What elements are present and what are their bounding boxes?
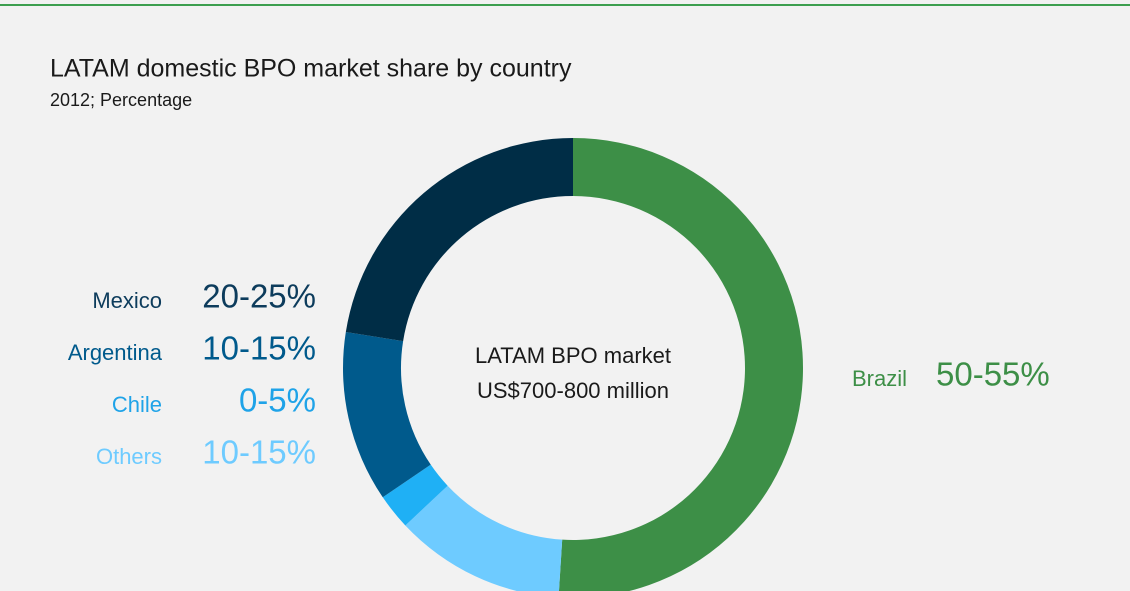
donut-segment — [345, 138, 573, 342]
center-label: US$700-800 million — [477, 378, 669, 403]
value-label: 10-15% — [202, 434, 316, 471]
chart-title: LATAM domestic BPO market share by count… — [50, 55, 572, 83]
donut-segment — [382, 464, 448, 526]
donut-segment — [558, 138, 804, 591]
legend-label: Argentina — [68, 340, 163, 365]
value-label: 10-15% — [202, 330, 316, 367]
value-label: 20-25% — [202, 278, 316, 315]
value-label: 50-55% — [936, 356, 1050, 393]
legend-label: Chile — [112, 392, 162, 417]
center-label: LATAM BPO market — [475, 343, 671, 368]
donut-segment — [405, 485, 563, 591]
legend-label: Brazil — [852, 366, 907, 391]
donut-segment — [343, 332, 431, 498]
legend-label: Others — [96, 444, 162, 469]
legend-label: Mexico — [92, 288, 162, 313]
chart-subtitle: 2012; Percentage — [50, 90, 192, 110]
value-label: 0-5% — [239, 382, 316, 419]
